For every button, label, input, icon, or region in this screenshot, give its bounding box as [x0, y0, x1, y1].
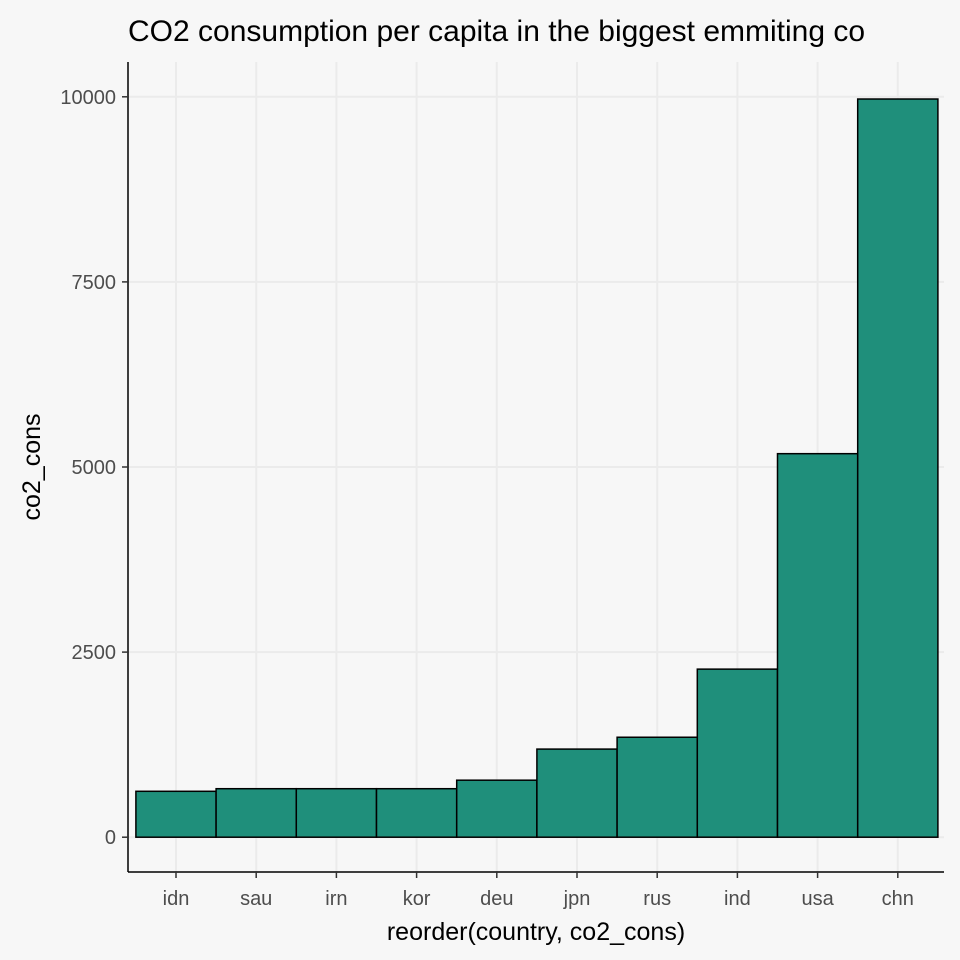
- x-tick-label: ind: [724, 888, 751, 910]
- bar-deu: [455, 779, 538, 838]
- x-tick-label: usa: [801, 888, 834, 910]
- x-tick-label: kor: [403, 888, 431, 910]
- ticks: 0 2500 5000 7500 10000 idn sau irn kor deu jpn rus i…: [60, 87, 914, 910]
- bar-irn: [295, 787, 378, 838]
- y-tick-label: 0: [105, 827, 116, 849]
- bar-jpn: [536, 748, 618, 838]
- y-tick-label: 5000: [72, 457, 117, 479]
- bars: [135, 98, 939, 838]
- x-tick-label: irn: [325, 888, 347, 910]
- bar-ind: [696, 668, 779, 838]
- x-tick-label: deu: [480, 888, 513, 910]
- chart-title: CO2 consumption per capita in the bigges…: [128, 15, 865, 48]
- bar-idn: [135, 790, 217, 838]
- x-tick-label: jpn: [563, 888, 591, 910]
- bar-chn: [856, 98, 939, 838]
- x-tick-label: sau: [240, 888, 272, 910]
- bar-kor: [375, 787, 458, 838]
- y-tick-label: 2500: [72, 642, 117, 664]
- x-axis-title: reorder(country, co2_cons): [387, 918, 685, 946]
- y-axis-title: co2_cons: [18, 413, 46, 520]
- y-tick-label: 7500: [72, 272, 117, 294]
- x-tick-label: rus: [643, 888, 671, 910]
- y-tick-label: 10000: [60, 87, 116, 109]
- bar-sau: [215, 787, 298, 838]
- x-tick-label: idn: [163, 888, 190, 910]
- bar-rus: [616, 736, 699, 838]
- x-tick-label: chn: [882, 888, 914, 910]
- bar-usa: [776, 452, 859, 838]
